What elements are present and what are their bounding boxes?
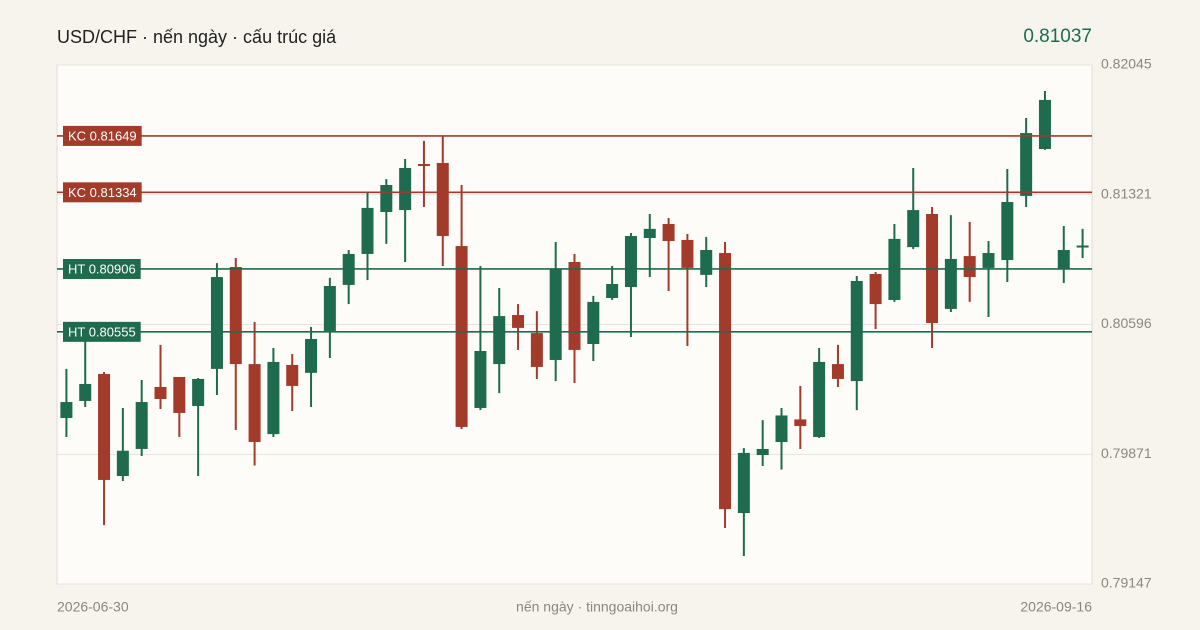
level-label-box bbox=[63, 125, 142, 146]
candle-body bbox=[775, 415, 788, 442]
candle-body bbox=[474, 351, 487, 408]
candle-body bbox=[568, 261, 581, 350]
candle-body bbox=[1038, 99, 1051, 149]
candle-body bbox=[512, 315, 525, 328]
level-label: HT 0.80906 bbox=[68, 261, 136, 276]
candle-body bbox=[60, 402, 73, 418]
level-label-box bbox=[63, 182, 142, 203]
candle-body bbox=[1001, 202, 1014, 261]
candle-body bbox=[587, 301, 600, 345]
candle-body bbox=[79, 383, 92, 401]
candle-body bbox=[1076, 245, 1089, 248]
candle-body bbox=[116, 450, 129, 477]
candle-body bbox=[229, 267, 242, 365]
candle-body bbox=[907, 210, 920, 248]
level-label: KC 0.81649 bbox=[68, 128, 137, 143]
level-label-box bbox=[63, 321, 141, 342]
candle-body bbox=[361, 207, 374, 254]
candle-body bbox=[248, 364, 261, 442]
candle-body bbox=[850, 280, 863, 382]
candle-body bbox=[530, 333, 543, 367]
candle-body bbox=[192, 378, 205, 406]
candle-body bbox=[267, 361, 280, 435]
candle-body bbox=[98, 373, 111, 480]
candle-body bbox=[662, 224, 675, 242]
candle-body bbox=[493, 316, 506, 365]
y-tick-label: 0.79147 bbox=[1101, 575, 1152, 591]
candle-body bbox=[700, 249, 713, 275]
candle-body bbox=[1057, 249, 1070, 269]
candle-body bbox=[549, 268, 562, 360]
x-tick-label: 2026-09-16 bbox=[1020, 599, 1092, 615]
y-tick-label: 0.79871 bbox=[1101, 445, 1152, 461]
candle-body bbox=[210, 277, 223, 369]
candle-body bbox=[173, 376, 186, 413]
candle-body bbox=[794, 419, 807, 427]
candle-body bbox=[135, 402, 148, 449]
candle-body bbox=[154, 387, 167, 400]
candle-body bbox=[305, 339, 318, 373]
candle-body bbox=[417, 164, 430, 167]
candle-body bbox=[606, 284, 619, 298]
x-tick-label: 2026-06-30 bbox=[57, 599, 129, 615]
candle-body bbox=[436, 162, 449, 237]
level-label: KC 0.81334 bbox=[68, 185, 137, 200]
candle-body bbox=[323, 285, 336, 331]
candle-body bbox=[399, 167, 412, 211]
candle-body bbox=[643, 228, 656, 238]
candle-body bbox=[286, 364, 299, 386]
last-price: 0.81037 bbox=[1023, 26, 1092, 47]
candle-body bbox=[869, 273, 882, 305]
y-tick-label: 0.82045 bbox=[1101, 56, 1152, 72]
candle-body bbox=[831, 364, 844, 379]
chart-title: USD/CHF · nến ngày · cấu trúc giá bbox=[57, 27, 337, 47]
candle-body bbox=[719, 253, 732, 510]
level-label-box bbox=[63, 258, 141, 279]
footer-note: nến ngày · tinngoaihoi.org bbox=[516, 599, 678, 615]
y-tick-label: 0.80596 bbox=[1101, 315, 1152, 331]
candle-body bbox=[944, 258, 957, 309]
candle-body bbox=[681, 239, 694, 268]
candle-body bbox=[756, 448, 769, 456]
y-tick-label: 0.81321 bbox=[1101, 185, 1152, 201]
candle-body bbox=[982, 253, 995, 268]
candle-body bbox=[1020, 133, 1033, 196]
candle-body bbox=[624, 236, 637, 288]
candle-body bbox=[380, 184, 393, 213]
candle-body bbox=[813, 361, 826, 437]
candle-body bbox=[963, 256, 976, 278]
candle-body bbox=[455, 246, 468, 427]
candle-body bbox=[737, 452, 750, 514]
level-label: HT 0.80555 bbox=[68, 324, 136, 339]
